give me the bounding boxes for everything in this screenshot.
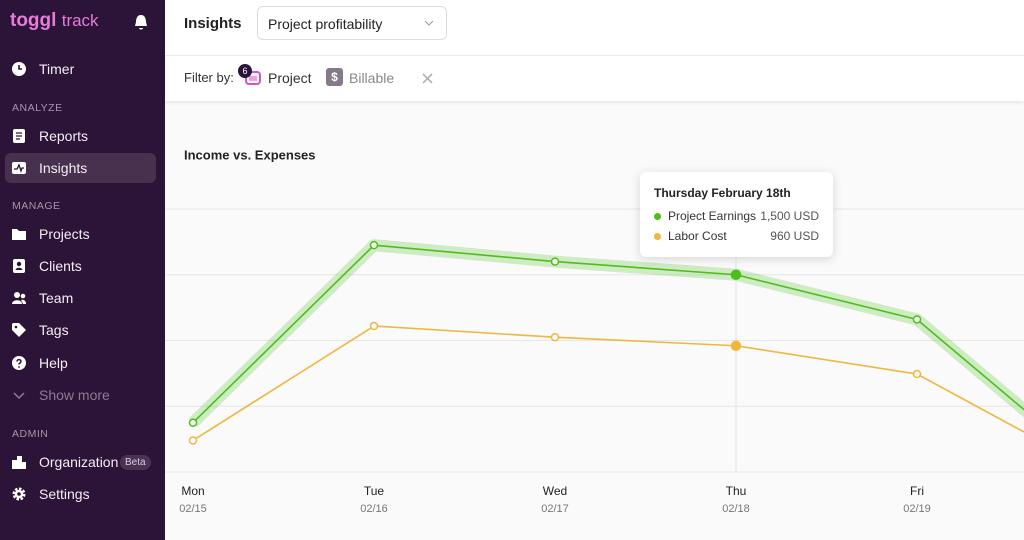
line [192, 244, 1024, 424]
logo-brand: toggl [10, 10, 57, 31]
point [912, 369, 922, 379]
x-tick-date: 02/18 [722, 503, 750, 515]
tooltip-value: 1,500 USD [760, 209, 819, 223]
tooltip-value: 960 USD [770, 229, 819, 243]
x-tick-date: 02/17 [541, 503, 569, 515]
tooltip-swatch [654, 213, 661, 220]
nav-item[interactable]: Help [39, 355, 68, 371]
section-heading: ANALYZE [12, 102, 63, 114]
nav-item[interactable]: Reports [39, 128, 89, 144]
tooltip: Thursday February 18th Project Earnings 1… [640, 172, 833, 257]
section-heading: MANAGE [12, 200, 61, 212]
nav-item[interactable]: Timer [39, 61, 75, 77]
nav-item[interactable]: Settings [39, 486, 90, 502]
bell-icon[interactable] [133, 14, 149, 31]
svg-text:$: $ [331, 70, 338, 84]
timer-icon [12, 62, 26, 76]
chevron-icon [13, 392, 25, 400]
point [550, 257, 560, 266]
nav-item[interactable]: Show more [39, 387, 110, 403]
chart-panel: Income vs. Expenses Mon 02/15 Tue 02/16 Wed 0… [165, 101, 1024, 540]
reports-icon [13, 129, 25, 143]
section-heading: ADMIN [12, 428, 49, 440]
point [369, 321, 379, 331]
filter-label: Filter by: [184, 70, 234, 85]
point [188, 436, 198, 445]
filter-chip[interactable]: Project [268, 70, 312, 86]
point [912, 315, 922, 324]
point [730, 340, 742, 352]
x-tick-label: Fri [910, 484, 924, 498]
settings-icon [12, 487, 26, 501]
tags-icon [12, 323, 26, 337]
x-tick-date: 02/19 [903, 503, 931, 515]
clients-icon [13, 259, 25, 273]
projects-icon [12, 229, 26, 240]
page-title: Insights [184, 15, 242, 32]
filter-bar: Filter by: 6 Project $ Billable [165, 56, 1024, 101]
insights-icon [12, 162, 26, 174]
x-tick-label: Mon [181, 484, 204, 498]
filter-chip[interactable]: Billable [349, 70, 395, 86]
clear-filter[interactable] [422, 73, 433, 84]
filter-count: 6 [238, 64, 252, 78]
tooltip-swatch [654, 233, 661, 240]
point [550, 332, 560, 342]
billable-icon: $ [326, 68, 343, 86]
point [369, 240, 379, 250]
x-tick-label: Tue [364, 484, 385, 498]
top-bar: Insights Project profitability [165, 0, 1024, 56]
point [188, 418, 198, 427]
tooltip-title: Thursday February 18th [654, 186, 791, 200]
line [192, 325, 1024, 442]
point [730, 269, 742, 280]
chart: Income vs. Expenses Mon 02/15 Tue 02/16 Wed 0… [165, 147, 1024, 515]
nav-item[interactable]: Clients [39, 258, 82, 274]
report-dropdown[interactable]: Project profitability [257, 6, 447, 40]
organization-icon [12, 456, 26, 469]
nav-item[interactable]: Projects [39, 226, 90, 242]
nav-item[interactable]: Team [39, 290, 74, 306]
x-tick-date: 02/16 [360, 503, 388, 515]
x-tick-label: Thu [726, 484, 747, 498]
main: Insights Project profitability Filter by… [165, 0, 1024, 540]
dropdown-arrow [424, 20, 434, 26]
nav-item[interactable]: Insights [39, 160, 88, 176]
help-icon [12, 356, 26, 370]
beta-badge: Beta [120, 455, 151, 470]
nav-item[interactable]: Tags [39, 322, 69, 338]
active-highlight [5, 153, 156, 183]
dropdown-value: Project profitability [268, 16, 383, 32]
tooltip-row: Project Earnings 1,500 USD [654, 209, 819, 223]
tooltip-series: Labor Cost [668, 229, 727, 243]
sidebar: toggl track Timer ANALYZE Reports Insigh… [0, 0, 165, 540]
tooltip-series: Project Earnings [668, 209, 757, 223]
chart-title: Income vs. Expenses [184, 147, 316, 162]
team-icon [12, 292, 26, 304]
tooltip-row: Labor Cost 960 USD [654, 229, 819, 243]
x-tick-label: Wed [543, 484, 567, 498]
x-tick-date: 02/15 [179, 503, 207, 515]
line-glow [188, 239, 1024, 427]
logo[interactable]: toggl track [10, 10, 99, 32]
logo-product: track [61, 11, 99, 30]
nav-item[interactable]: Organization [39, 454, 119, 470]
project-filter-icon [245, 71, 261, 85]
